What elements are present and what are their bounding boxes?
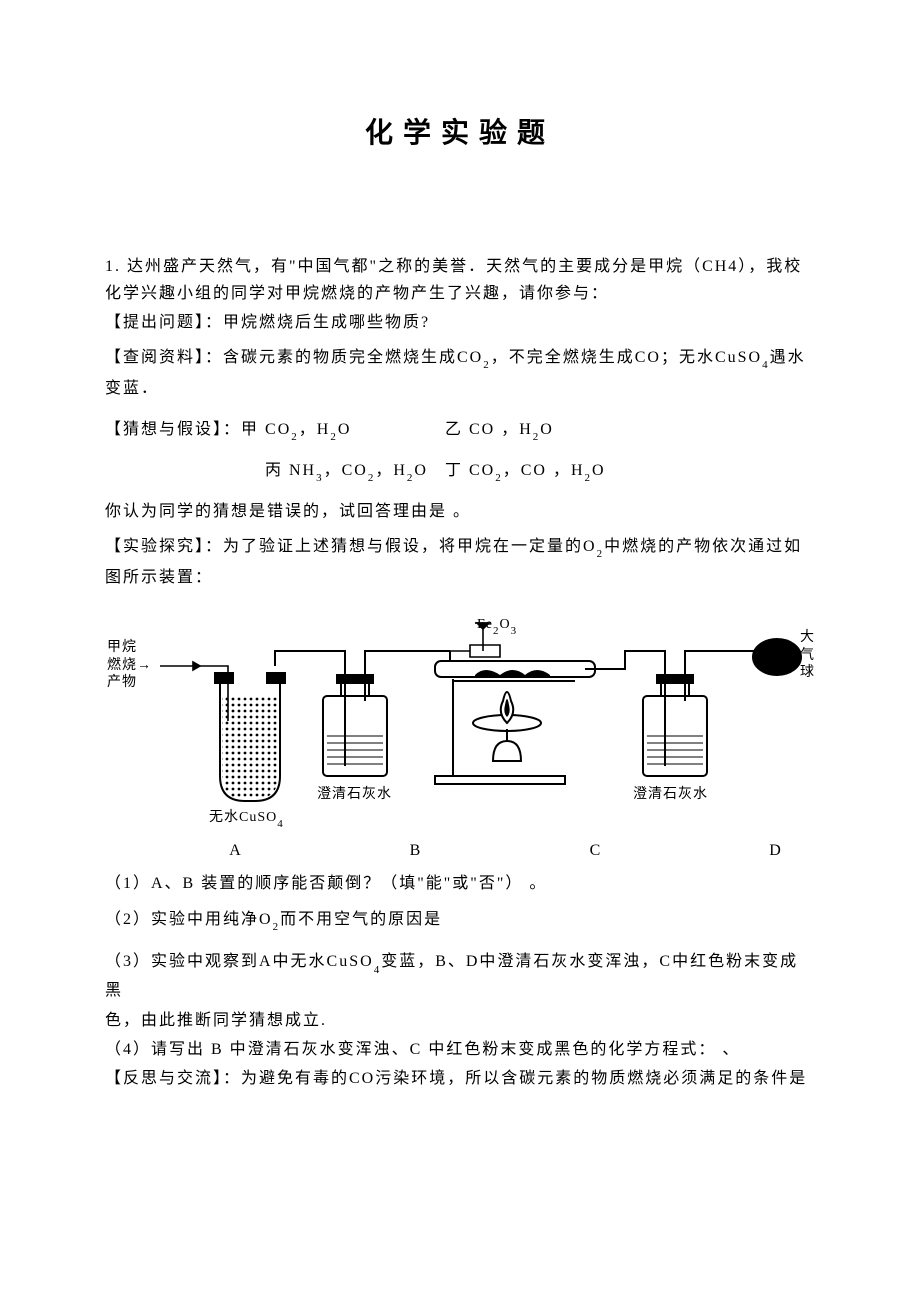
exp-line-1: 【实验探究】：为了验证上述猜想与假设，将甲烷在一定量的O2中燃烧的产物依次通过如 <box>105 533 815 562</box>
sub: 4 <box>762 359 770 371</box>
t: （3）实验中观察到A中无水CuSO <box>105 953 374 970</box>
sub: 2 <box>330 431 338 443</box>
q1-info-2: 变蓝． <box>105 375 815 402</box>
q1-2: （2）实验中用纯净O2而不用空气的原因是 <box>105 906 815 935</box>
hypothesis-row-2: 丙 NH3，CO2，H2O 丁 CO2，CO ，H2O <box>105 457 815 486</box>
t: ，H <box>375 462 407 479</box>
letter-B: B <box>405 837 425 864</box>
apparatus-diagram: 甲烷 燃烧→ 产物 无水CuSO4 澄清石灰水 Fe2O3 澄清石灰水 大 气 … <box>105 601 815 831</box>
lime-b-label: 澄清石灰水 <box>317 783 392 807</box>
left-label-1: 甲烷 <box>107 639 152 657</box>
q1-info: 【查阅资料】：含碳元素的物质完全燃烧生成CO2，不完全燃烧生成CO；无水CuSO… <box>105 344 815 373</box>
page-title: 化学实验题 <box>105 110 815 158</box>
t: 甲 CO <box>241 421 291 438</box>
q1-1: （1）A、B 装置的顺序能否颠倒？（填"能"或"否"） 。 <box>105 870 815 897</box>
left-label-3: 产物 <box>107 674 152 692</box>
sub: 2 <box>533 431 541 443</box>
t: 而不用空气的原因是 <box>280 911 442 928</box>
t: （2）实验中用纯净O <box>105 911 273 928</box>
sub: 4 <box>374 964 382 976</box>
t: O <box>540 421 554 438</box>
sub: 2 <box>585 472 593 484</box>
sub: 2 <box>483 359 491 371</box>
lime-d-label: 澄清石灰水 <box>633 783 708 807</box>
sub: 2 <box>407 472 415 484</box>
balloon-label-3: 球 <box>800 664 815 682</box>
sub: 2 <box>597 548 605 560</box>
q1-3a: （3）实验中观察到A中无水CuSO4变蓝，B、D中澄清石灰水变浑浊，C中红色粉末… <box>105 948 815 1004</box>
sub: 3 <box>316 472 324 484</box>
q1-intro: 1. 达州盛产天然气，有"中国气都"之称的美誉．天然气的主要成分是甲烷（CH4）… <box>105 253 815 307</box>
letter-A: A <box>225 837 245 864</box>
hypothesis-row-1: 【猜想与假设】：甲 CO2，H2O 乙 CO ，H2O <box>105 416 815 445</box>
q1-ask: 【提出问题】：甲烷燃烧后生成哪些物质? <box>105 309 815 336</box>
t: 乙 CO ，H <box>445 421 533 438</box>
t: 丁 CO <box>445 462 495 479</box>
letter-C: C <box>585 837 605 864</box>
wrong-guess: 你认为同学的猜想是错误的，试回答理由是 。 <box>105 498 815 525</box>
balloon-label-1: 大 <box>800 629 815 647</box>
sub: 4 <box>277 818 284 830</box>
t: ，CO <box>324 462 368 479</box>
fe2o3-b: O <box>500 617 511 632</box>
sub: 2 <box>368 472 376 484</box>
letter-D: D <box>765 837 785 864</box>
t: 丙 NH <box>265 462 316 479</box>
sub: 2 <box>273 921 281 933</box>
t: O <box>414 462 428 479</box>
apparatus-letters: A B C D <box>225 837 785 864</box>
apparatus-svg <box>105 601 815 831</box>
t: 遇水 <box>770 349 806 366</box>
sub: 2 <box>495 472 503 484</box>
sub: 3 <box>511 625 518 637</box>
t: ，H <box>299 421 331 438</box>
t: 【猜想与假设】： <box>105 421 241 438</box>
t: ，CO ，H <box>503 462 585 479</box>
t: 【查阅资料】：含碳元素的物质完全燃烧生成CO <box>105 349 483 366</box>
t: ，不完全燃烧生成CO；无水CuSO <box>491 349 762 366</box>
t: 【实验探究】：为了验证上述猜想与假设，将甲烷在一定量的O <box>105 538 597 555</box>
left-label-2: 燃烧 <box>107 658 137 673</box>
fe2o3-a: Fe <box>477 617 493 632</box>
q1-reflect: 【反思与交流】：为避免有毒的CO污染环境，所以含碳元素的物质燃烧必须满足的条件是 <box>105 1065 815 1092</box>
cuso4-label: 无水CuSO <box>209 810 277 825</box>
balloon-label-2: 气 <box>800 647 815 665</box>
q1-4: （4）请写出 B 中澄清石灰水变浑浊、C 中红色粉末变成黑色的化学方程式： 、 <box>105 1036 815 1063</box>
sub: 2 <box>493 625 500 637</box>
exp-line-2: 图所示装置： <box>105 564 815 591</box>
t: O <box>338 421 352 438</box>
sub: 2 <box>291 431 299 443</box>
t: O <box>592 462 606 479</box>
t: 中燃烧的产物依次通过如 <box>604 538 802 555</box>
q1-3b: 色，由此推断同学猜想成立. <box>105 1007 815 1034</box>
